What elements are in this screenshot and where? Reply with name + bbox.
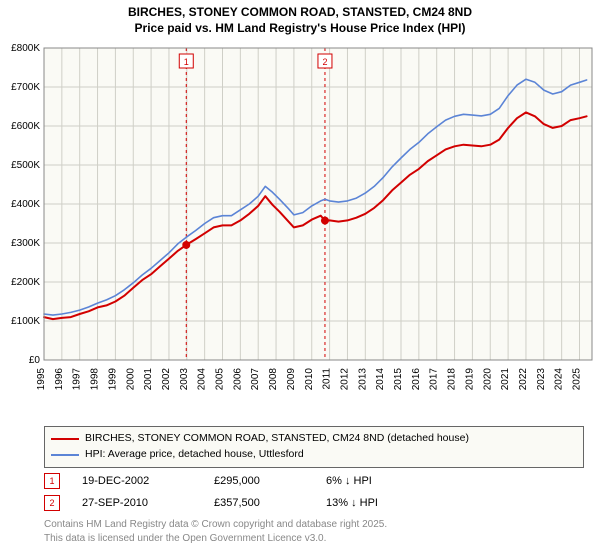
svg-text:2009: 2009 (286, 368, 297, 391)
marker-badge-2: 2 (44, 495, 60, 511)
legend-label-hpi: HPI: Average price, detached house, Uttl… (85, 447, 304, 463)
marker-date-2: 27-SEP-2010 (82, 497, 192, 509)
svg-text:2001: 2001 (143, 368, 154, 391)
chart-container: BIRCHES, STONEY COMMON ROAD, STANSTED, C… (0, 0, 600, 560)
svg-text:2004: 2004 (197, 368, 208, 391)
legend-label-price: BIRCHES, STONEY COMMON ROAD, STANSTED, C… (85, 431, 469, 447)
chart-svg: £0 £100K £200K £300K £400K £500K £600K £700K £80… (0, 40, 600, 420)
marker-price-1: £295,000 (214, 475, 304, 487)
marker-date-1: 19-DEC-2002 (82, 475, 192, 487)
svg-text:1999: 1999 (107, 368, 118, 391)
svg-text:1997: 1997 (72, 368, 83, 391)
svg-text:2011: 2011 (322, 368, 333, 390)
svg-text:2: 2 (322, 57, 327, 67)
svg-text:1995: 1995 (36, 368, 47, 391)
svg-text:2014: 2014 (375, 368, 386, 391)
marker-delta-2: 13% ↓ HPI (326, 497, 436, 509)
svg-text:2022: 2022 (518, 368, 529, 391)
svg-text:2024: 2024 (554, 368, 565, 391)
svg-text:2012: 2012 (339, 368, 350, 391)
svg-text:£100K: £100K (11, 316, 40, 327)
svg-text:2021: 2021 (500, 368, 511, 391)
marker-badge-1: 1 (44, 473, 60, 489)
svg-text:£400K: £400K (11, 199, 40, 210)
svg-text:1996: 1996 (54, 368, 65, 391)
marker-row-1: 1 19-DEC-2002 £295,000 6% ↓ HPI (44, 470, 584, 492)
legend: BIRCHES, STONEY COMMON ROAD, STANSTED, C… (44, 426, 584, 468)
svg-text:2006: 2006 (232, 368, 243, 391)
legend-row-hpi: HPI: Average price, detached house, Uttl… (51, 447, 577, 463)
title-line2: Price paid vs. HM Land Registry's House … (0, 20, 600, 36)
svg-text:1998: 1998 (90, 368, 101, 391)
svg-text:2019: 2019 (464, 368, 475, 391)
svg-text:£200K: £200K (11, 277, 40, 288)
svg-text:2007: 2007 (250, 368, 261, 391)
legend-swatch-hpi (51, 454, 79, 456)
marker-row-2: 2 27-SEP-2010 £357,500 13% ↓ HPI (44, 492, 584, 514)
svg-text:£700K: £700K (11, 82, 40, 93)
svg-text:2017: 2017 (429, 368, 440, 391)
svg-text:2010: 2010 (304, 368, 315, 391)
svg-text:£0: £0 (29, 355, 41, 366)
footnote: Contains HM Land Registry data © Crown c… (44, 518, 584, 545)
svg-text:2003: 2003 (179, 368, 190, 391)
svg-text:2023: 2023 (536, 368, 547, 391)
legend-swatch-price (51, 438, 79, 440)
svg-text:2002: 2002 (161, 368, 172, 391)
svg-text:£600K: £600K (11, 121, 40, 132)
svg-text:2016: 2016 (411, 368, 422, 391)
title-line1: BIRCHES, STONEY COMMON ROAD, STANSTED, C… (0, 4, 600, 20)
marker-delta-1: 6% ↓ HPI (326, 475, 436, 487)
footnote-line1: Contains HM Land Registry data © Crown c… (44, 518, 584, 532)
chart: £0 £100K £200K £300K £400K £500K £600K £700K £80… (0, 40, 600, 420)
title-block: BIRCHES, STONEY COMMON ROAD, STANSTED, C… (0, 0, 600, 36)
marker-table: 1 19-DEC-2002 £295,000 6% ↓ HPI 2 27-SEP… (44, 470, 584, 514)
legend-row-price: BIRCHES, STONEY COMMON ROAD, STANSTED, C… (51, 431, 577, 447)
svg-text:2015: 2015 (393, 368, 404, 391)
svg-text:2025: 2025 (572, 368, 583, 391)
svg-text:1: 1 (184, 57, 189, 67)
svg-text:£300K: £300K (11, 238, 40, 249)
marker-price-2: £357,500 (214, 497, 304, 509)
svg-text:2005: 2005 (215, 368, 226, 391)
svg-text:2020: 2020 (482, 368, 493, 391)
svg-text:2008: 2008 (268, 368, 279, 391)
svg-text:£800K: £800K (11, 43, 40, 54)
svg-text:£500K: £500K (11, 160, 40, 171)
svg-text:2013: 2013 (357, 368, 368, 391)
footnote-line2: This data is licensed under the Open Gov… (44, 532, 584, 546)
svg-text:2018: 2018 (447, 368, 458, 391)
svg-text:2000: 2000 (125, 368, 136, 391)
